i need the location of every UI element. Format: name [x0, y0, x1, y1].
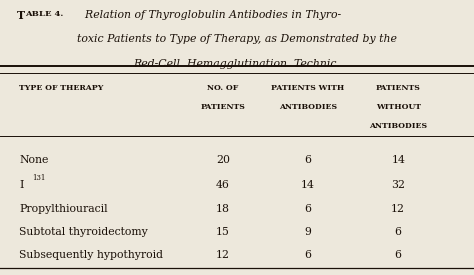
Text: 6: 6	[395, 250, 401, 260]
Text: I: I	[19, 180, 23, 190]
Text: ANTIBODIES: ANTIBODIES	[279, 103, 337, 111]
Text: TYPE OF THERAPY: TYPE OF THERAPY	[19, 84, 103, 92]
Text: Relation of Thyroglobulin Antibodies in Thyro-: Relation of Thyroglobulin Antibodies in …	[78, 10, 341, 20]
Text: ABLE 4.: ABLE 4.	[25, 10, 63, 18]
Text: 131: 131	[32, 174, 46, 182]
Text: 18: 18	[216, 204, 230, 213]
Text: toxic Patients to Type of Therapy, as Demonstrated by the: toxic Patients to Type of Therapy, as De…	[77, 34, 397, 44]
Text: 6: 6	[305, 204, 311, 213]
Text: 32: 32	[391, 180, 405, 190]
Text: 9: 9	[305, 227, 311, 237]
Text: 12: 12	[391, 204, 405, 213]
Text: NO. OF: NO. OF	[207, 84, 238, 92]
Text: Propylthiouracil: Propylthiouracil	[19, 204, 108, 213]
Text: Subtotal thyroidectomy: Subtotal thyroidectomy	[19, 227, 148, 237]
Text: 6: 6	[305, 250, 311, 260]
Text: ANTIBODIES: ANTIBODIES	[369, 122, 427, 130]
Text: 6: 6	[305, 155, 311, 165]
Text: 14: 14	[301, 180, 315, 190]
Text: PATIENTS: PATIENTS	[201, 103, 245, 111]
Text: Subsequently hypothyroid: Subsequently hypothyroid	[19, 250, 163, 260]
Text: 14: 14	[391, 155, 405, 165]
Text: 6: 6	[395, 227, 401, 237]
Text: 15: 15	[216, 227, 230, 237]
Text: Red-Cell  Hemagglutination  Technic.: Red-Cell Hemagglutination Technic.	[134, 59, 340, 69]
Text: PATIENTS: PATIENTS	[376, 84, 420, 92]
Text: 12: 12	[216, 250, 230, 260]
Text: 20: 20	[216, 155, 230, 165]
Text: PATIENTS WITH: PATIENTS WITH	[272, 84, 345, 92]
Text: T: T	[17, 10, 25, 21]
Text: WITHOUT: WITHOUT	[376, 103, 420, 111]
Text: None: None	[19, 155, 48, 165]
Text: 46: 46	[216, 180, 230, 190]
